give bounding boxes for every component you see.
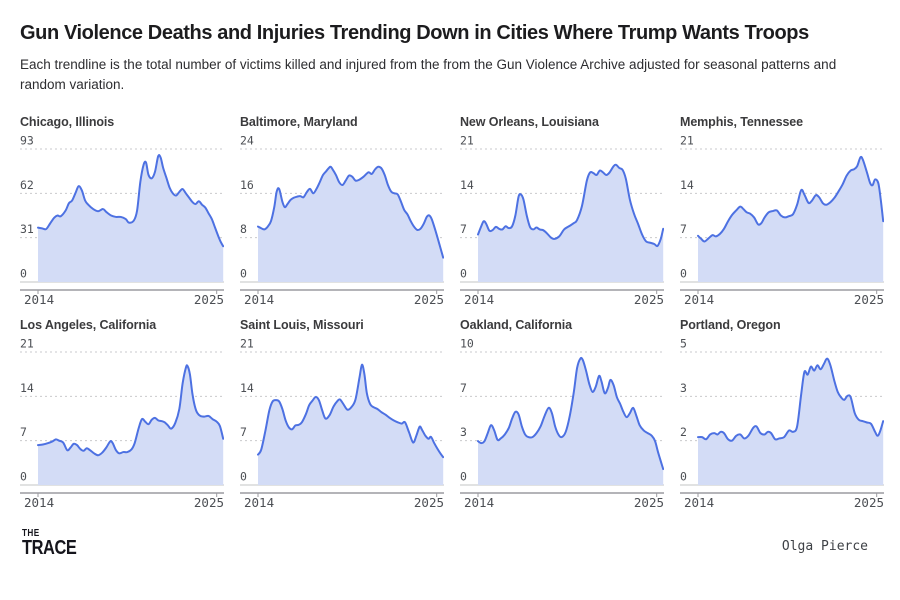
x-tick-label-end: 2025 — [854, 292, 884, 307]
trend-chart: 93 62 31 0 2014 2025 — [20, 134, 224, 307]
y-tick-label: 7 — [20, 425, 27, 439]
chart-panel-portland: Portland, Oregon 5 3 2 0 2014 2025 — [680, 318, 884, 512]
trend-line — [477, 163, 664, 248]
chart-panel-oakland: Oakland, California 10 7 3 0 2014 2025 — [460, 318, 664, 512]
chart-title: Chicago, Illinois — [20, 115, 115, 130]
x-tick-label-start: 2014 — [464, 495, 494, 510]
y-tick-label: 0 — [680, 470, 687, 484]
trend-chart: 21 14 7 0 2014 2025 — [20, 337, 224, 510]
page-title: Gun Violence Deaths and Injuries Trendin… — [20, 22, 809, 44]
y-tick-label: 0 — [460, 470, 467, 484]
chart-title: Portland, Oregon — [680, 318, 781, 333]
chart-title: Saint Louis, Missouri — [240, 318, 364, 333]
chart-title: Oakland, California — [460, 318, 573, 333]
y-tick-label: 0 — [20, 470, 27, 484]
y-tick-label: 21 — [460, 134, 474, 148]
trend-line — [37, 154, 224, 248]
area-fill — [698, 358, 884, 486]
x-tick-label-start: 2014 — [464, 292, 494, 307]
y-tick-label: 16 — [240, 178, 254, 192]
page: Gun Violence Deaths and Injuries Trendin… — [20, 22, 884, 560]
logo-trace-text: TRACE — [22, 537, 77, 560]
area-fill — [478, 164, 664, 283]
chart-panel-saint-louis: Saint Louis, Missouri 21 14 7 0 2014 2025 — [240, 318, 444, 512]
logo-the-text: THE — [22, 528, 40, 540]
y-tick-label: 7 — [460, 222, 467, 236]
y-tick-label: 21 — [240, 337, 254, 351]
x-tick-label-start: 2014 — [684, 495, 714, 510]
y-tick-label: 10 — [460, 337, 474, 351]
page-subtitle: Each trendline is the total number of vi… — [20, 57, 837, 92]
trend-chart: 24 16 8 0 2014 2025 — [240, 134, 444, 307]
y-tick-label: 3 — [460, 425, 467, 439]
x-tick-label-start: 2014 — [244, 292, 274, 307]
y-tick-label: 0 — [680, 267, 687, 281]
y-tick-label: 93 — [20, 134, 34, 148]
y-tick-label: 14 — [240, 381, 254, 395]
trend-line — [37, 364, 224, 457]
byline: Olga Pierce — [781, 539, 868, 555]
x-tick-label-start: 2014 — [24, 495, 54, 510]
area-fill — [698, 156, 884, 283]
y-tick-label: 24 — [240, 134, 254, 148]
small-multiples-grid: Chicago, Illinois 93 62 31 0 2014 2025 Baltim… — [20, 115, 884, 512]
y-tick-label: 5 — [680, 337, 687, 351]
chart-title: Los Angeles, California — [20, 318, 157, 333]
chart-panel-new-orleans: New Orleans, Louisiana 21 14 7 0 2014 2025 — [460, 115, 664, 309]
trend-line — [257, 165, 444, 259]
y-tick-label: 21 — [20, 337, 34, 351]
x-tick-label-end: 2025 — [194, 495, 224, 510]
chart-panel-baltimore: Baltimore, Maryland 24 16 8 0 2014 2025 — [240, 115, 444, 309]
y-tick-label: 14 — [460, 178, 474, 192]
y-tick-label: 62 — [20, 178, 34, 192]
y-tick-label: 14 — [20, 381, 34, 395]
chart-title: New Orleans, Louisiana — [460, 115, 599, 130]
y-tick-label: 0 — [20, 267, 27, 281]
trend-chart: 21 14 7 0 2014 2025 — [680, 134, 884, 307]
trend-line — [257, 363, 444, 459]
y-tick-label: 7 — [460, 381, 467, 395]
footer: THE TRACE Olga Pierce — [20, 528, 884, 560]
x-tick-label-end: 2025 — [634, 495, 664, 510]
x-tick-label-end: 2025 — [194, 292, 224, 307]
area-fill — [478, 358, 664, 486]
area-fill — [38, 365, 224, 486]
chart-title: Baltimore, Maryland — [240, 115, 358, 130]
chart-title: Memphis, Tennessee — [680, 115, 804, 130]
x-tick-label-end: 2025 — [414, 495, 444, 510]
area-fill — [38, 155, 224, 283]
trend-chart: 5 3 2 0 2014 2025 — [680, 337, 884, 510]
y-tick-label: 0 — [240, 267, 247, 281]
chart-panel-los-angeles: Los Angeles, California 21 14 7 0 2014 2025 — [20, 318, 224, 512]
trend-line — [477, 357, 664, 471]
chart-panel-chicago: Chicago, Illinois 93 62 31 0 2014 2025 — [20, 115, 224, 309]
y-tick-label: 0 — [460, 267, 467, 281]
y-tick-label: 21 — [680, 134, 694, 148]
x-tick-label-start: 2014 — [684, 292, 714, 307]
trend-line — [697, 155, 884, 243]
area-fill — [258, 364, 444, 486]
the-trace-logo: THE TRACE — [22, 528, 77, 560]
y-tick-label: 2 — [680, 425, 687, 439]
y-tick-label: 31 — [20, 222, 34, 236]
y-tick-label: 7 — [680, 222, 687, 236]
x-tick-label-start: 2014 — [24, 292, 54, 307]
x-tick-label-end: 2025 — [634, 292, 664, 307]
x-tick-label-start: 2014 — [244, 495, 274, 510]
area-fill — [258, 166, 444, 283]
trend-chart: 21 14 7 0 2014 2025 — [240, 337, 444, 510]
y-tick-label: 0 — [240, 470, 247, 484]
x-tick-label-end: 2025 — [854, 495, 884, 510]
y-tick-label: 14 — [680, 178, 694, 192]
trend-line — [697, 357, 884, 442]
trend-chart: 10 7 3 0 2014 2025 — [460, 337, 664, 510]
y-tick-label: 8 — [240, 222, 247, 236]
y-tick-label: 7 — [240, 425, 247, 439]
y-tick-label: 3 — [680, 381, 687, 395]
trend-chart: 21 14 7 0 2014 2025 — [460, 134, 664, 307]
chart-panel-memphis: Memphis, Tennessee 21 14 7 0 2014 2025 — [680, 115, 884, 309]
x-tick-label-end: 2025 — [414, 292, 444, 307]
